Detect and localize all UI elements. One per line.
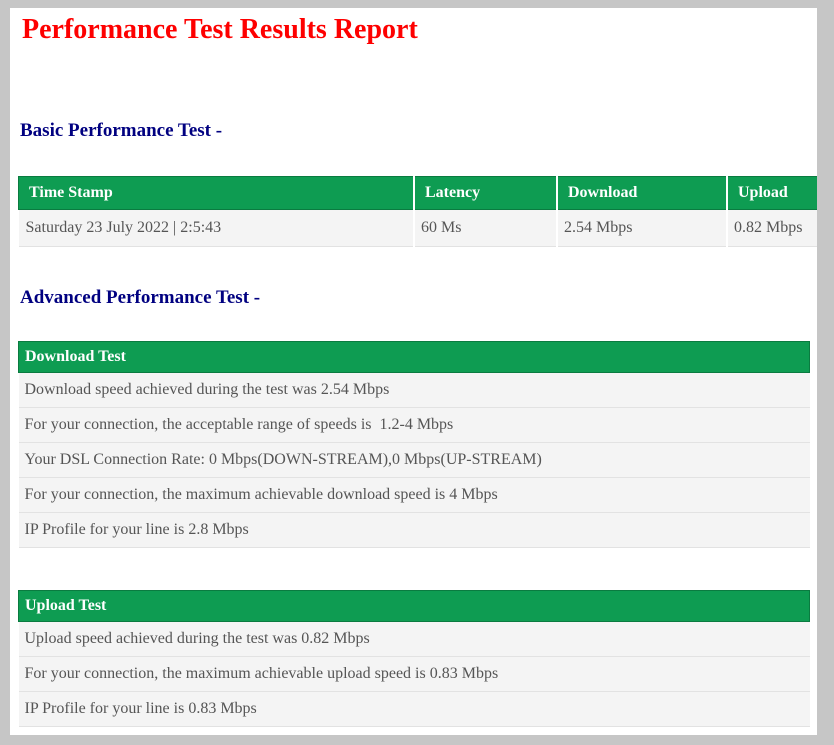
download-test-row-text: For your connection, the acceptable rang… <box>18 407 810 443</box>
download-test-row-text: Your DSL Connection Rate: 0 Mbps(DOWN-ST… <box>18 442 810 478</box>
time-stamp-value: Saturday 23 July 2022 | 2:5:43 <box>18 209 414 247</box>
column-header-latency: Latency <box>413 176 557 210</box>
table-row: Upload speed achieved during the test wa… <box>18 621 810 657</box>
basic-performance-table: Time Stamp Latency Download Upload Satur… <box>18 176 817 247</box>
download-test-table: Download Test Download speed achieved du… <box>18 341 810 548</box>
download-test-row-text: IP Profile for your line is 2.8 Mbps <box>18 512 810 548</box>
latency-value: 60 Ms <box>413 209 557 247</box>
upload-test-row-text: Upload speed achieved during the test wa… <box>18 621 810 657</box>
table-row: IP Profile for your line is 0.83 Mbps <box>18 691 810 727</box>
upload-test-row-text: IP Profile for your line is 0.83 Mbps <box>18 691 810 727</box>
download-value: 2.54 Mbps <box>556 209 727 247</box>
page-title: Performance Test Results Report <box>22 14 418 45</box>
basic-performance-heading: Basic Performance Test - <box>20 120 223 141</box>
table-row: For your connection, the maximum achieva… <box>18 477 810 513</box>
upload-value: 0.82 Mbps <box>726 209 817 247</box>
table-row: For your connection, the acceptable rang… <box>18 407 810 443</box>
table-row: For your connection, the maximum achieva… <box>18 656 810 692</box>
report-page: Performance Test Results Report Basic Pe… <box>10 8 817 735</box>
download-test-row-text: For your connection, the maximum achieva… <box>18 477 810 513</box>
table-row: IP Profile for your line is 2.8 Mbps <box>18 512 810 548</box>
column-header-download: Download <box>556 176 727 210</box>
table-row: Download speed achieved during the test … <box>18 372 810 408</box>
upload-test-header-row: Upload Test <box>18 590 810 622</box>
table-row: Saturday 23 July 2022 | 2:5:43 60 Ms 2.5… <box>18 209 817 247</box>
column-header-upload: Upload <box>726 176 817 210</box>
download-test-header-row: Download Test <box>18 341 810 373</box>
upload-test-row-text: For your connection, the maximum achieva… <box>18 656 810 692</box>
upload-test-title: Upload Test <box>18 590 810 622</box>
basic-table-header-row: Time Stamp Latency Download Upload <box>18 176 817 210</box>
advanced-performance-heading: Advanced Performance Test - <box>20 287 261 308</box>
download-test-row-text: Download speed achieved during the test … <box>18 372 810 408</box>
column-header-time-stamp: Time Stamp <box>18 176 414 210</box>
table-row: Your DSL Connection Rate: 0 Mbps(DOWN-ST… <box>18 442 810 478</box>
upload-test-table: Upload Test Upload speed achieved during… <box>18 590 810 727</box>
download-test-title: Download Test <box>18 341 810 373</box>
